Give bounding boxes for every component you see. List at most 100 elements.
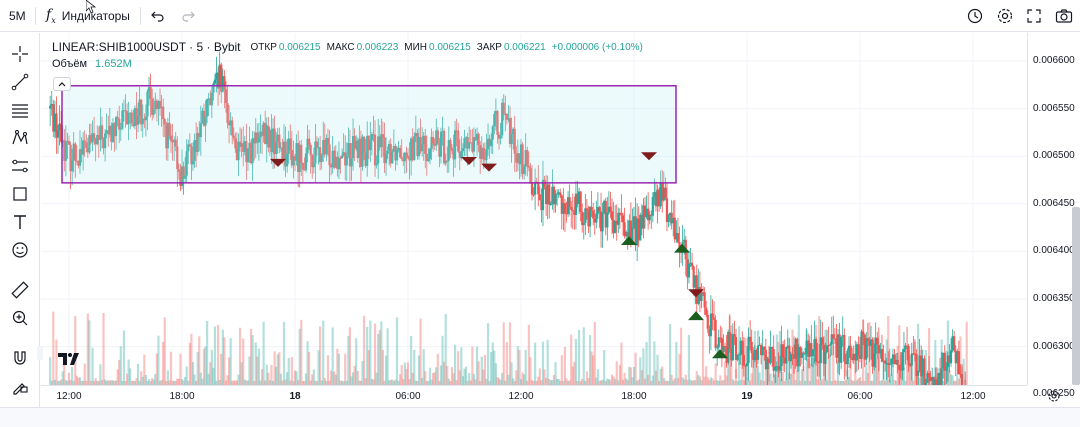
volume-bar (577, 329, 581, 385)
candle-body (625, 232, 628, 237)
volume-bar (651, 375, 654, 385)
volume-bar (383, 380, 386, 385)
buy-signal-marker (688, 311, 704, 321)
price-axis[interactable]: 0.006600 0.006550 0.006500 0.006450 0.006400… (1027, 33, 1075, 399)
candle-body (758, 344, 761, 346)
time-axis[interactable]: 12:00 18:00 18 06:00 12:00 18:00 19 06:00 12:00 (41, 353, 1027, 407)
candle-body (808, 343, 811, 357)
volume-bar (238, 327, 242, 385)
volume-bar (890, 374, 893, 385)
redo-button[interactable] (180, 0, 196, 32)
volume-bar (477, 361, 480, 385)
horizontal-lines-tool[interactable] (8, 98, 32, 122)
candle-body (510, 133, 513, 145)
volume-bar (193, 374, 196, 385)
collapse-legend-button[interactable] (53, 77, 71, 91)
candle-body (505, 113, 508, 120)
bottom-panel (0, 407, 1080, 427)
candle-body (628, 220, 631, 237)
volume-bar (723, 361, 727, 385)
pattern-tool[interactable] (8, 126, 32, 150)
volume-bar (355, 338, 358, 385)
volume-bar (582, 327, 585, 385)
price-chart[interactable] (41, 33, 1027, 385)
candle-body (298, 144, 301, 173)
volume-bar (136, 363, 140, 385)
candle-body (149, 87, 152, 99)
emoji-tool[interactable] (8, 238, 32, 262)
volume-bar (224, 380, 228, 385)
candle-body (882, 360, 885, 362)
candle-body (301, 162, 304, 170)
symbol-label[interactable]: LINEAR:SHIB1000USDT · 5 · Bybit (52, 40, 241, 54)
candle-body (151, 98, 154, 115)
volume-bar (422, 349, 425, 385)
trendline-tool[interactable] (8, 70, 32, 94)
rectangle-tool[interactable] (8, 182, 32, 206)
candle-body (752, 353, 755, 360)
ruler-tool[interactable] (8, 278, 32, 302)
volume-bar (559, 380, 562, 385)
sell-signal-marker (688, 289, 704, 298)
candle-body (873, 353, 876, 367)
volume-bar (797, 314, 800, 385)
replay-button[interactable] (966, 0, 984, 32)
zoom-tool[interactable] (8, 306, 32, 330)
volume-bar (725, 375, 728, 385)
interval-button[interactable]: 5M (9, 0, 26, 32)
candle-body (477, 133, 480, 145)
fullscreen-button[interactable] (1026, 0, 1042, 32)
volume-bar (424, 370, 427, 385)
volume-bar (645, 342, 648, 385)
lock-draw-tool[interactable] (8, 374, 32, 398)
volume-bar (585, 371, 589, 385)
volume-bar (690, 380, 694, 385)
settings-button[interactable] (996, 0, 1014, 32)
candle-body (224, 89, 228, 104)
volume-bar (896, 345, 899, 385)
candle-body (571, 209, 574, 211)
crosshair-tool[interactable] (8, 42, 32, 66)
volume-bar (292, 380, 295, 385)
axis-settings-button[interactable] (1047, 389, 1063, 405)
price-tick-label: 0.006600 (1033, 55, 1075, 66)
volume-bar (375, 372, 378, 385)
volume-bar (63, 361, 66, 385)
volume-bar (147, 379, 151, 385)
volume-bar (637, 379, 640, 385)
candle-body (213, 79, 217, 84)
candle-body (716, 347, 719, 349)
candle-body (480, 147, 483, 159)
candle-body (595, 213, 598, 223)
candle-body (673, 217, 676, 240)
volume-bar (811, 358, 815, 385)
candle-body (772, 348, 775, 371)
undo-button[interactable] (150, 0, 166, 32)
candle-body (234, 138, 237, 149)
volume-bar (758, 372, 761, 385)
candle-body (937, 373, 940, 385)
candle-body (293, 156, 297, 161)
volume-bar (362, 315, 366, 385)
candle-body (289, 138, 292, 150)
candle-body (414, 133, 417, 137)
scrollbar[interactable] (1072, 207, 1080, 385)
left-panel-toggle[interactable] (37, 346, 43, 360)
volume-bar (673, 378, 676, 385)
magnet-tool[interactable] (8, 346, 32, 370)
volume-bar (791, 329, 794, 385)
fullscreen-icon (1027, 9, 1041, 23)
candle-body (143, 118, 146, 121)
volume-bar (419, 318, 422, 385)
candle-body (890, 358, 893, 364)
volume-bar (634, 352, 637, 385)
screenshot-button[interactable] (1055, 0, 1073, 32)
volume-bar (854, 354, 857, 385)
projection-tool[interactable] (8, 154, 32, 178)
indicators-button[interactable]: fx Индикаторы (46, 0, 130, 32)
text-tool[interactable] (8, 210, 32, 234)
crosshair-icon (12, 46, 28, 62)
candle-body (271, 128, 275, 153)
candle-body (336, 156, 339, 170)
volume-bar (745, 378, 749, 385)
